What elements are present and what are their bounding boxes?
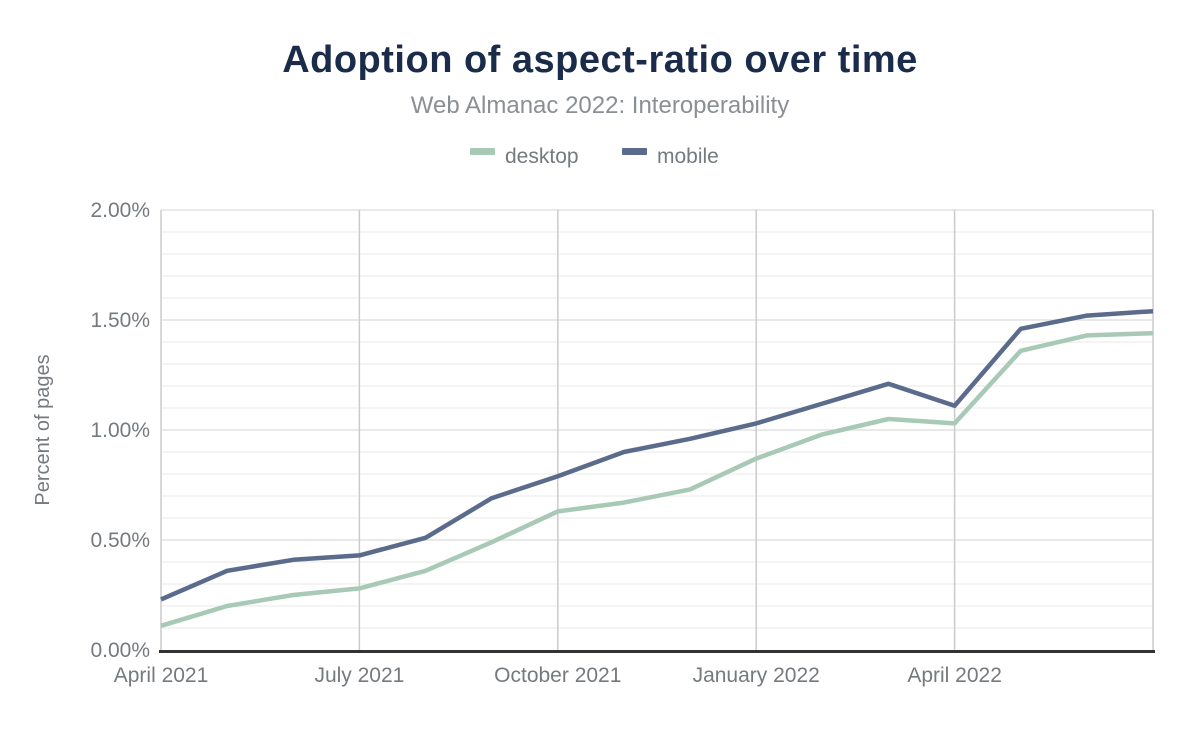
y-tick-labels: 0.00% 0.50% 1.00% 1.50% 2.00% xyxy=(90,199,150,662)
x-tick-label: April 2021 xyxy=(114,664,209,687)
y-tick-label: 1.00% xyxy=(90,419,150,442)
chart-subtitle: Web Almanac 2022: Interoperability xyxy=(411,92,789,119)
vertical-gridlines xyxy=(160,210,1154,652)
y-tick-label: 2.00% xyxy=(90,199,150,222)
y-axis-title: Percent of pages xyxy=(32,354,54,505)
x-tick-label: July 2021 xyxy=(314,664,404,687)
x-tick-label: April 2022 xyxy=(907,664,1002,687)
horizontal-gridlines xyxy=(161,209,1153,629)
legend-label-desktop: desktop xyxy=(505,145,579,168)
legend-label-mobile: mobile xyxy=(657,145,719,168)
series-lines xyxy=(160,308,1154,628)
x-tick-label: January 2022 xyxy=(693,664,820,687)
chart-title: Adoption of aspect-ratio over time xyxy=(282,39,918,81)
x-tick-labels: April 2021 July 2021 October 2021 January 2… xyxy=(114,664,1002,687)
x-tick-label: October 2021 xyxy=(494,664,621,687)
y-tick-label: 0.50% xyxy=(90,529,150,552)
y-tick-label: 1.50% xyxy=(90,309,150,332)
desktop-line xyxy=(160,330,1154,628)
legend-swatch-desktop xyxy=(470,148,495,155)
y-tick-label: 0.00% xyxy=(90,639,150,662)
legend-swatch-mobile xyxy=(622,148,647,155)
legend: desktop mobile xyxy=(470,145,719,168)
mobile-line xyxy=(160,308,1154,602)
